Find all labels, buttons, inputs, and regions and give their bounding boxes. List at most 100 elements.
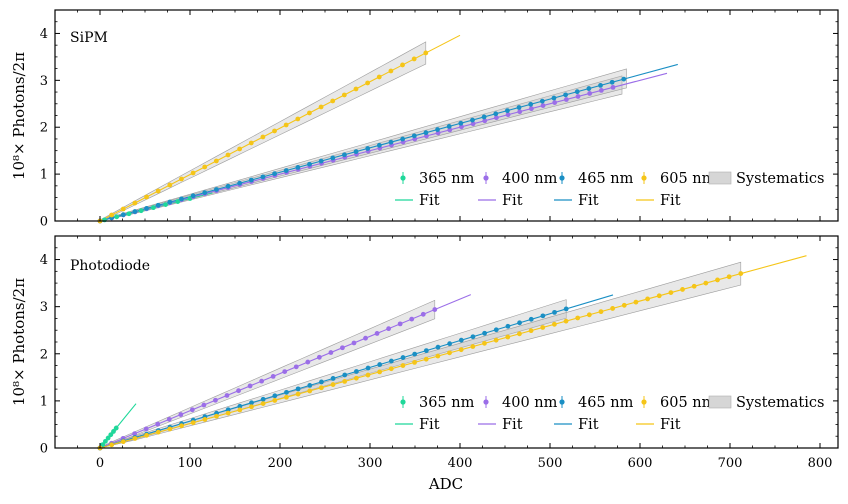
sipm-ticks: 0 1 2 3 4 <box>40 10 838 230</box>
data-point-465nm <box>435 344 441 350</box>
data-point-605nm <box>283 122 289 128</box>
legend-systematics-swatch <box>708 395 732 409</box>
data-point-605nm <box>307 110 312 116</box>
data-point-465nm <box>284 389 289 395</box>
fit-line-605nm <box>99 34 461 222</box>
data-point-465nm <box>481 114 487 120</box>
data-point-465nm <box>423 348 429 354</box>
data-point-465nm <box>458 337 464 343</box>
data-point-605nm <box>493 337 499 343</box>
x-tick-label: 800 <box>808 456 833 471</box>
data-point-365nm <box>111 428 116 434</box>
data-point-465nm <box>423 130 429 136</box>
data-point-605nm <box>155 429 161 435</box>
data-point-465nm <box>330 155 336 161</box>
data-point-400nm <box>270 373 276 379</box>
legend-label-605nm: 605 nm <box>660 395 716 411</box>
data-point-465nm <box>376 142 382 148</box>
data-point-465nm <box>540 313 546 319</box>
sipm-legend: 365 nm Fit 400 nm Fit 465 nm Fit 605 nm Fit Syst… <box>395 171 824 209</box>
data-point-400nm <box>282 369 288 375</box>
data-point-400nm <box>213 397 218 403</box>
data-point-400nm <box>587 91 593 96</box>
data-point-605nm <box>505 334 511 340</box>
data-point-605nm <box>330 98 336 104</box>
data-point-465nm <box>528 316 534 322</box>
x-tick-label: 300 <box>358 456 383 471</box>
data-point-605nm <box>551 321 557 327</box>
data-point-605nm <box>214 413 219 419</box>
legend-fit-label: Fit <box>660 417 681 433</box>
data-point-605nm <box>388 366 394 372</box>
data-point-605nm <box>400 363 406 368</box>
data-point-605nm <box>132 436 138 441</box>
data-point-400nm <box>432 307 438 312</box>
data-point-465nm <box>190 193 196 199</box>
data-point-465nm <box>552 309 557 315</box>
data-point-605nm <box>144 432 150 438</box>
data-point-400nm <box>236 388 241 394</box>
data-point-605nm <box>249 404 254 410</box>
data-point-400nm <box>351 340 357 346</box>
data-point-605nm <box>668 290 674 296</box>
data-point-605nm <box>248 140 254 146</box>
data-point-465nm <box>225 407 231 413</box>
data-point-605nm <box>598 309 604 315</box>
data-point-605nm <box>179 176 184 182</box>
x-tick-label: 400 <box>448 456 473 471</box>
data-point-605nm <box>167 182 173 188</box>
data-point-605nm <box>179 423 184 429</box>
data-point-605nm <box>575 315 581 321</box>
data-point-605nm <box>528 328 534 334</box>
data-point-400nm <box>420 311 426 317</box>
data-point-465nm <box>563 92 568 98</box>
data-point-400nm <box>552 100 558 105</box>
data-point-400nm <box>470 121 476 127</box>
data-point-465nm <box>388 139 394 145</box>
data-point-605nm <box>120 439 126 445</box>
data-point-400nm <box>143 426 149 432</box>
systematics-band-605nm <box>99 41 427 222</box>
y-tick-label: 2 <box>40 347 48 362</box>
data-point-400nm <box>224 393 230 398</box>
data-point-605nm <box>318 104 324 110</box>
data-point-605nm <box>621 302 627 308</box>
data-point-465nm <box>482 330 488 336</box>
data-point-400nm <box>247 383 253 389</box>
legend-label-465nm: 465 nm <box>578 395 634 411</box>
data-point-400nm <box>598 88 604 93</box>
data-point-605nm <box>482 340 487 346</box>
data-point-465nm <box>202 190 208 196</box>
data-point-365nm <box>175 199 181 204</box>
data-point-605nm <box>470 344 476 349</box>
legend-fit-label: Fit <box>502 193 523 209</box>
data-point-605nm <box>412 359 417 365</box>
data-point-605nm <box>225 410 231 416</box>
photodiode-legend: 365 nm Fit 400 nm Fit 465 nm Fit 605 nm Fit Syst… <box>395 395 824 433</box>
data-point-465nm <box>493 111 499 117</box>
data-point-465nm <box>365 146 371 151</box>
data-point-465nm <box>505 108 510 114</box>
data-point-465nm <box>609 79 615 85</box>
data-point-400nm <box>340 345 345 351</box>
x-tick-label: 100 <box>178 456 203 471</box>
x-tick-label: 700 <box>718 456 743 471</box>
data-point-465nm <box>179 196 184 202</box>
data-point-465nm <box>516 105 522 110</box>
data-point-465nm <box>307 161 312 167</box>
data-point-605nm <box>330 382 336 387</box>
data-point-365nm <box>105 435 111 441</box>
data-point-400nm <box>178 412 184 417</box>
legend-label-systematics: Systematics <box>736 395 824 411</box>
data-point-605nm <box>190 170 196 176</box>
data-point-465nm <box>621 76 627 82</box>
data-point-465nm <box>377 362 383 367</box>
y-tick-label: 4 <box>40 27 48 42</box>
data-point-465nm <box>539 98 545 104</box>
data-point-605nm <box>691 283 697 289</box>
legend-fit-label: Fit <box>419 193 440 209</box>
data-point-605nm <box>423 50 429 56</box>
data-point-365nm <box>103 438 108 444</box>
data-point-465nm <box>365 365 371 371</box>
